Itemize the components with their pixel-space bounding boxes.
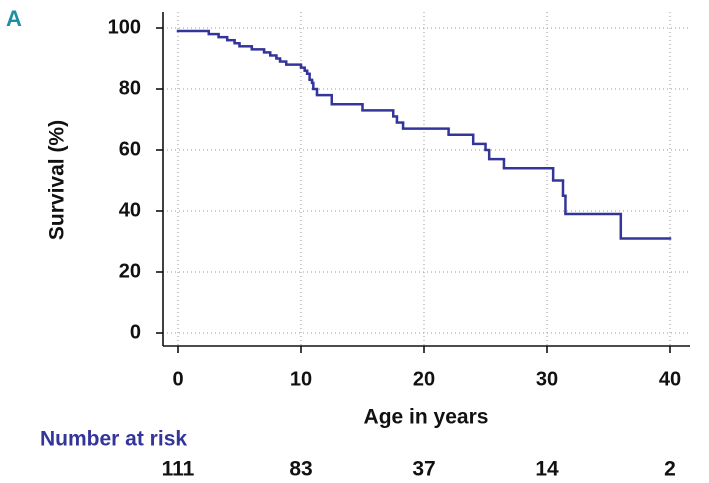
risk-count: 37 (412, 458, 435, 481)
y-tick-label: 80 (119, 77, 141, 99)
y-axis-title: Survival (%) (46, 120, 69, 240)
risk-count: 83 (289, 458, 312, 481)
x-tick-label: 20 (413, 368, 435, 390)
y-tick-label: 20 (119, 260, 141, 282)
x-tick-label: 40 (659, 368, 681, 390)
y-tick-label: 0 (130, 321, 141, 343)
risk-count: 2 (664, 458, 676, 481)
risk-count: 111 (162, 458, 195, 481)
x-tick-label: 30 (536, 368, 558, 390)
x-axis-title: Age in years (364, 406, 489, 429)
y-tick-label: 100 (108, 16, 141, 38)
risk-count: 14 (535, 458, 559, 481)
y-tick-label: 60 (119, 138, 141, 160)
risk-label: Number at risk (40, 428, 187, 451)
x-tick-label: 0 (172, 368, 183, 390)
panel-label: A (6, 6, 22, 31)
y-tick-label: 40 (119, 199, 141, 221)
x-tick-label: 10 (290, 368, 312, 390)
